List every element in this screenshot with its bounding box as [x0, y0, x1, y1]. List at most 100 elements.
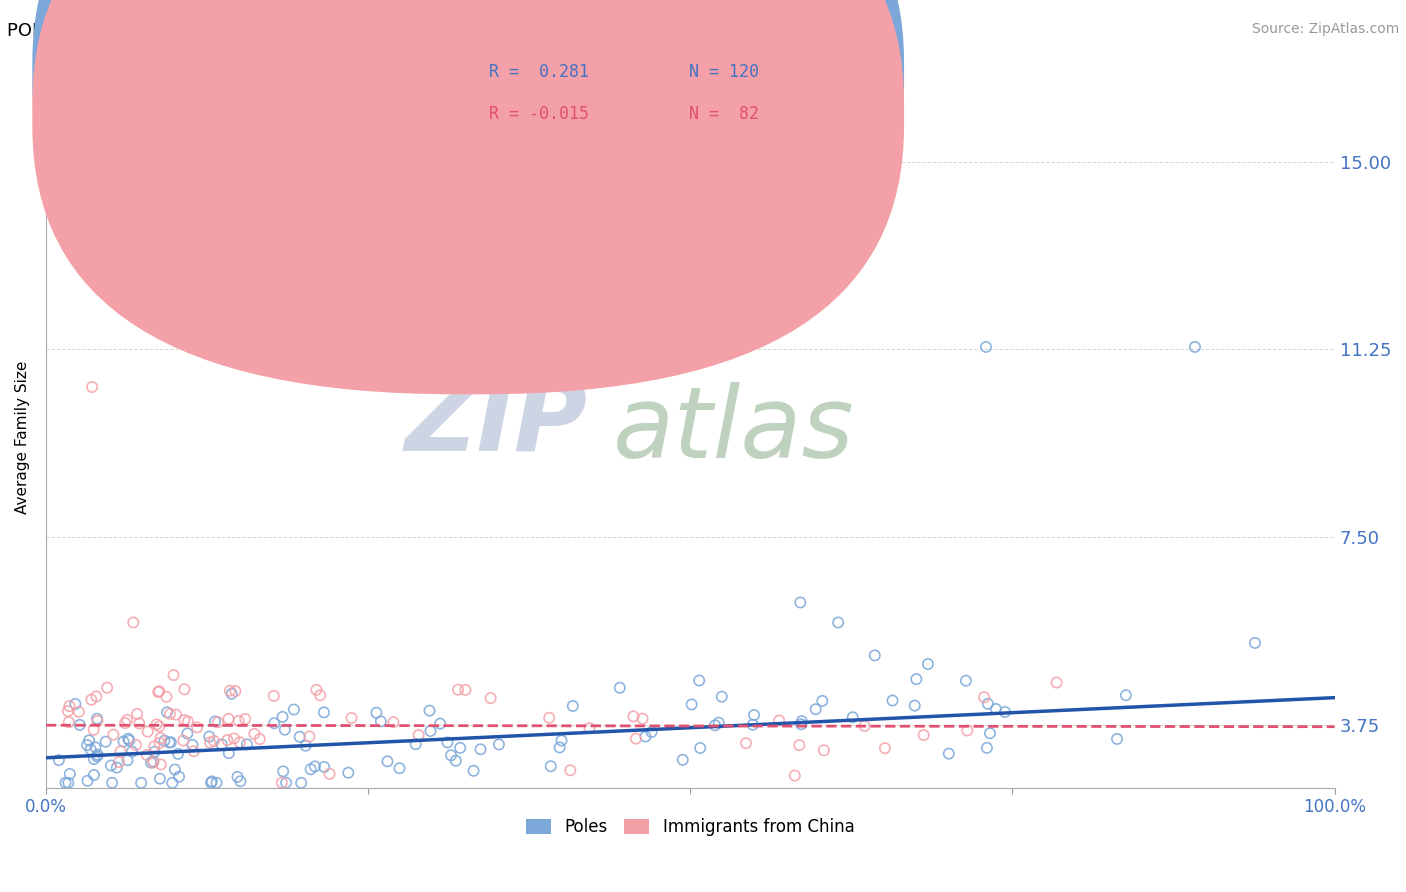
Point	[447, 682, 470, 697]
Point	[912, 728, 935, 742]
Point	[578, 721, 600, 735]
Point	[813, 743, 835, 757]
Text: R =  0.281: R = 0.281	[489, 63, 589, 81]
Point	[155, 690, 177, 704]
Point	[100, 758, 122, 772]
Point	[183, 744, 205, 758]
Point	[86, 712, 108, 726]
Point	[873, 741, 896, 756]
Point	[681, 698, 703, 712]
Point	[436, 735, 458, 749]
Point	[77, 733, 100, 747]
Point	[917, 657, 939, 671]
Point	[204, 714, 226, 729]
Point	[994, 705, 1017, 719]
Point	[789, 595, 811, 609]
Point	[419, 724, 441, 739]
Point	[263, 716, 285, 731]
Point	[48, 753, 70, 767]
Point	[408, 728, 430, 742]
Point	[377, 755, 399, 769]
Point	[198, 735, 221, 749]
Point	[117, 731, 139, 746]
Point	[249, 732, 271, 747]
Point	[84, 740, 107, 755]
Point	[449, 740, 471, 755]
Point	[318, 767, 340, 781]
Point	[298, 730, 321, 744]
Point	[1184, 340, 1206, 354]
Point	[222, 731, 245, 746]
Point	[863, 648, 886, 663]
Text: N = 120: N = 120	[689, 63, 759, 81]
Point	[135, 747, 157, 762]
Point	[463, 764, 485, 778]
Point	[229, 735, 252, 749]
Point	[938, 747, 960, 761]
Point	[86, 714, 108, 728]
Point	[58, 776, 80, 790]
Point	[672, 753, 695, 767]
Point	[974, 340, 997, 354]
Text: POLISH VS IMMIGRANTS FROM CHINA AVERAGE FAMILY SIZE CORRELATION CHART: POLISH VS IMMIGRANTS FROM CHINA AVERAGE …	[7, 22, 747, 40]
Point	[148, 685, 170, 699]
Point	[83, 723, 105, 737]
Text: N =  82: N = 82	[689, 105, 759, 123]
Point	[979, 726, 1001, 740]
Point	[370, 714, 392, 729]
Point	[956, 723, 979, 738]
Point	[217, 733, 239, 747]
Point	[768, 714, 790, 728]
Point	[79, 742, 101, 756]
Point	[142, 755, 165, 769]
Point	[312, 706, 335, 720]
Point	[218, 746, 240, 760]
Point	[82, 380, 104, 394]
Point	[405, 737, 427, 751]
Point	[101, 776, 124, 790]
Point	[429, 716, 451, 731]
Point	[198, 730, 221, 744]
Point	[221, 687, 243, 701]
Point	[127, 706, 149, 721]
Point	[200, 776, 222, 790]
Point	[153, 733, 176, 747]
Point	[67, 705, 90, 719]
Point	[243, 727, 266, 741]
Point	[274, 723, 297, 737]
Point	[440, 748, 463, 763]
Point	[735, 736, 758, 750]
Point	[136, 724, 159, 739]
Point	[167, 747, 190, 761]
Point	[80, 692, 103, 706]
Point	[76, 773, 98, 788]
Point	[55, 776, 77, 790]
Point	[165, 707, 187, 722]
Point	[129, 776, 152, 790]
Point	[177, 714, 200, 729]
Point	[853, 719, 876, 733]
Point	[122, 615, 145, 630]
Point	[103, 728, 125, 742]
Point	[233, 712, 256, 726]
Point	[631, 712, 654, 726]
Point	[290, 776, 312, 790]
Point	[294, 739, 316, 753]
Point	[65, 697, 87, 711]
Point	[741, 717, 763, 731]
Point	[271, 764, 294, 779]
Point	[149, 736, 172, 750]
Point	[205, 776, 228, 790]
Point	[640, 725, 662, 739]
Point	[143, 745, 166, 759]
Point	[688, 673, 710, 688]
Point	[609, 681, 631, 695]
Point	[226, 770, 249, 784]
Point	[83, 768, 105, 782]
Point	[634, 730, 657, 744]
Point	[105, 761, 128, 775]
Text: atlas: atlas	[613, 382, 855, 479]
Point	[58, 715, 80, 730]
Point	[742, 708, 765, 723]
Point	[121, 745, 143, 759]
